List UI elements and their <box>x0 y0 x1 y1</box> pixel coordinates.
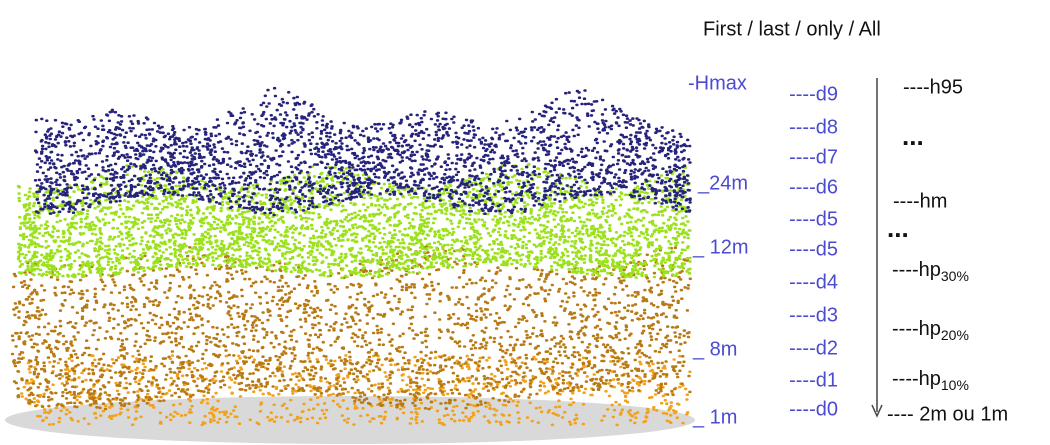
decile-label: ----d8 <box>789 116 838 138</box>
metric-sub: 10% <box>941 377 969 393</box>
metric-sub: 30% <box>941 268 969 284</box>
metric-text: ----hp <box>892 368 941 390</box>
metric: ---- 2m ou 1m <box>887 403 1008 425</box>
height-label: _ 12m <box>692 236 749 258</box>
decile-label: ----d2 <box>789 337 838 359</box>
metric: ... <box>887 213 909 243</box>
metric: ----hp20% <box>892 318 969 342</box>
ground <box>5 396 695 444</box>
metric-text: ----hp <box>892 259 941 281</box>
decile-label: ----d5 <box>789 238 838 260</box>
decile-label: ----d5 <box>789 208 838 230</box>
metric: ... <box>902 121 924 151</box>
decile-label: ----d9 <box>789 83 838 105</box>
height-label: -Hmax <box>688 72 747 94</box>
decile-label: ----d0 <box>789 398 838 420</box>
decile-labels: ----d9 ----d8 ----d7 ----d6 ----d5 ----d5 ----… <box>789 83 838 420</box>
decile-label: ----d3 <box>789 304 838 326</box>
top-canopy-points <box>33 86 692 217</box>
metric-text: ----hp <box>892 318 941 340</box>
metric: ----h95 <box>903 76 963 98</box>
decile-label: ----d6 <box>789 176 838 198</box>
decile-label: ----d7 <box>789 146 838 168</box>
height-label: _24m <box>697 172 748 194</box>
metric: ----hp10% <box>892 368 969 392</box>
header-title: First / last / only / All <box>703 18 881 40</box>
decile-label: ----d1 <box>789 369 838 391</box>
height-label: _ 8m <box>692 338 737 360</box>
metric-sub: 20% <box>941 327 969 343</box>
metric: ----hm <box>893 190 947 212</box>
understory-points <box>10 244 692 411</box>
decile-label: ----d4 <box>789 271 838 293</box>
arrow-head <box>871 404 883 418</box>
height-label: _ 1m <box>692 406 737 428</box>
metric: ----hp30% <box>892 259 969 283</box>
point-cloud <box>5 86 695 444</box>
